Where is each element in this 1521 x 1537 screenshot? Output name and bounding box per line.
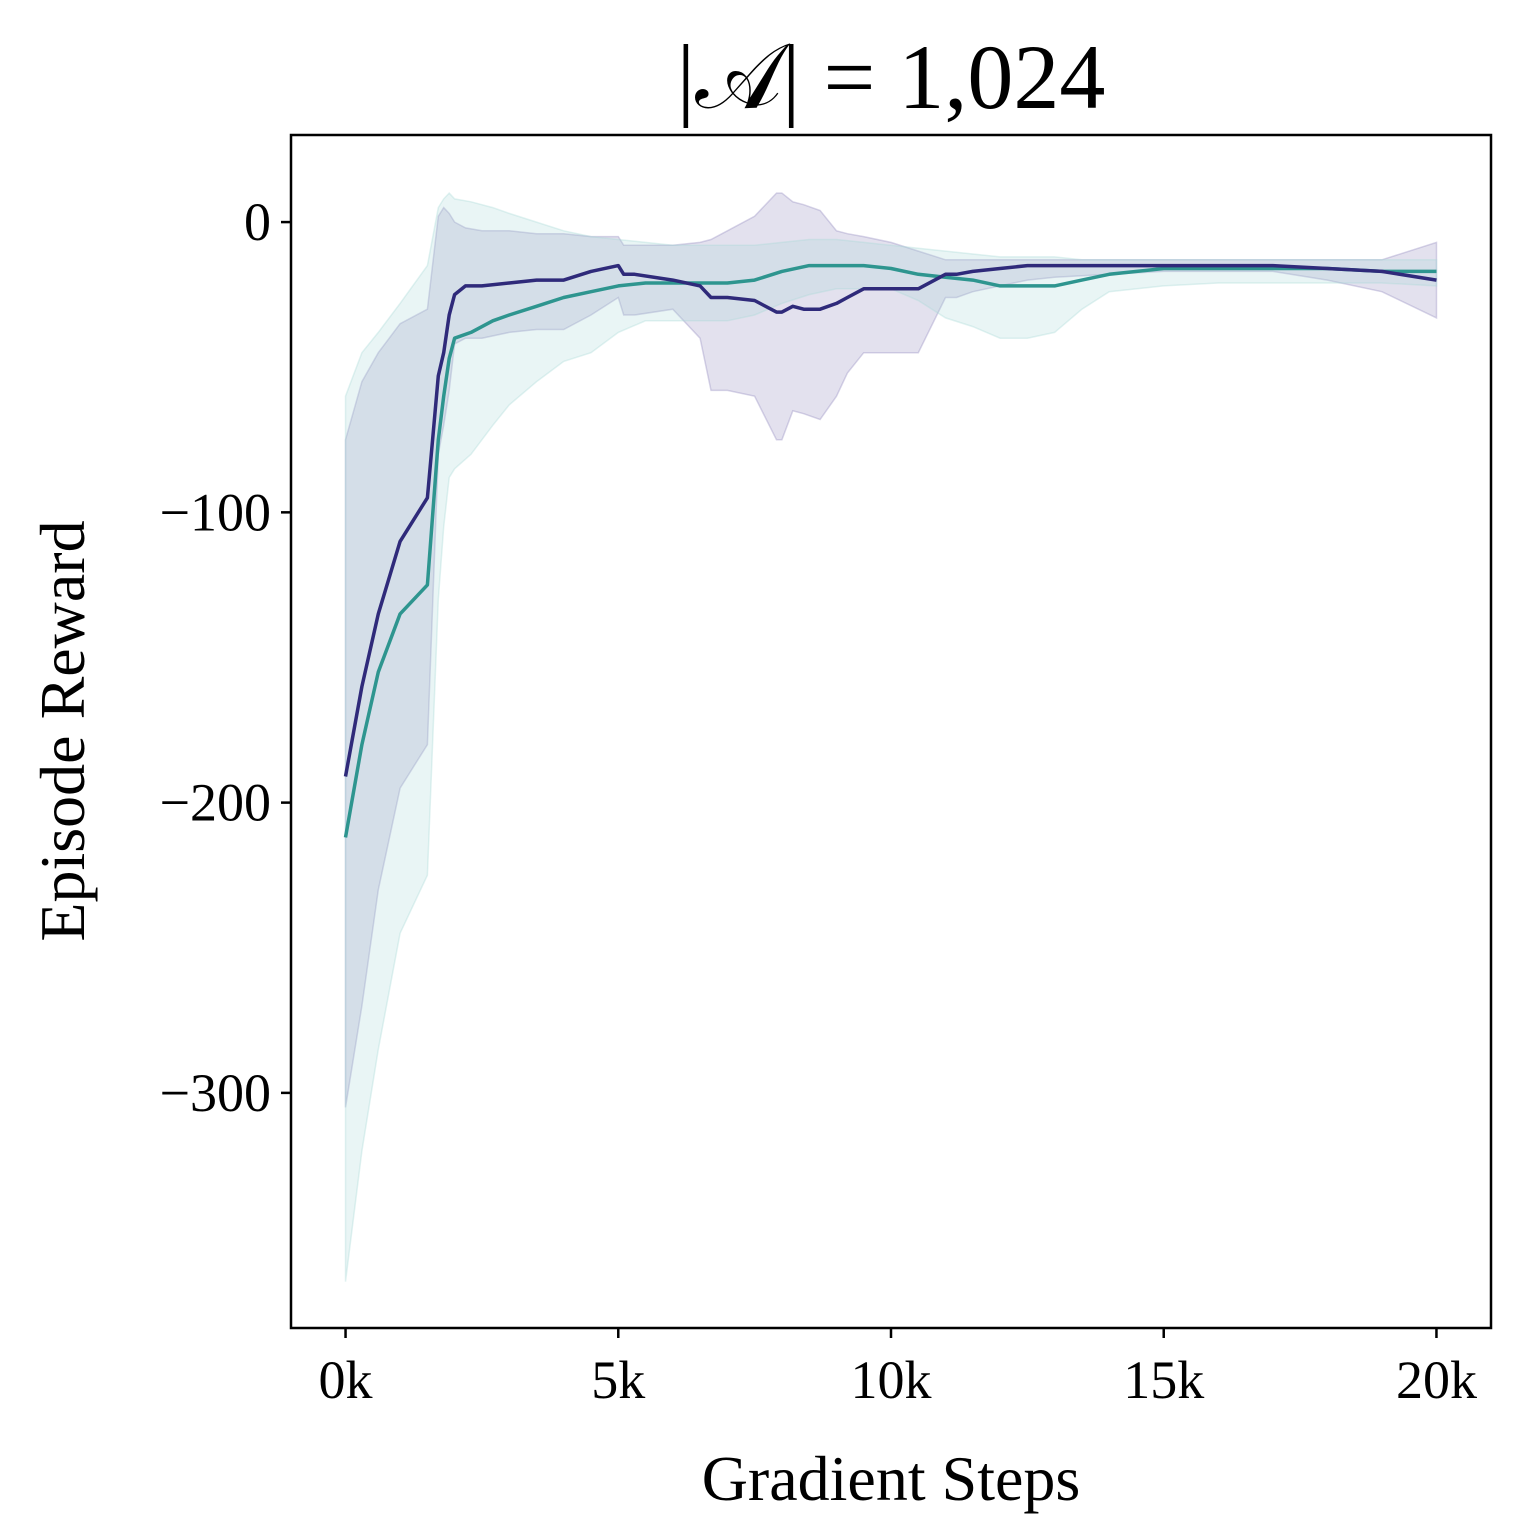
series-1-line [343, 263, 1437, 777]
y-tick-label: −300 [160, 1063, 271, 1123]
x-tick-label: 5k [591, 1350, 645, 1410]
x-tick-label: 0k [319, 1350, 373, 1410]
series-2-line [343, 263, 1437, 838]
x-axis-label: Gradient Steps [702, 1443, 1081, 1514]
series-1-band [344, 192, 1438, 1108]
confidence-bands [344, 192, 1438, 1282]
series-2-band [344, 192, 1438, 1282]
x-tick-label: 15k [1123, 1350, 1204, 1410]
x-tick-label: 20k [1396, 1350, 1477, 1410]
y-tick-label: −200 [160, 773, 271, 833]
series-lines [343, 263, 1437, 838]
y-tick-label: −100 [160, 482, 271, 542]
chart-title: |𝒜| = 1,024 [677, 26, 1106, 128]
y-axis-label: Episode Reward [27, 520, 98, 941]
x-tick-label: 10k [851, 1350, 932, 1410]
y-tick-label: 0 [244, 192, 271, 252]
y-axis-ticks: 0 −100 −200 −300 [160, 192, 291, 1123]
x-axis-ticks: 0k 5k 10k 15k 20k [319, 1328, 1477, 1410]
